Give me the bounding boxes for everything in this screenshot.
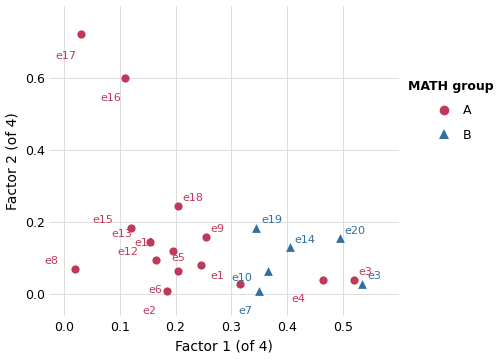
Point — [202, 234, 210, 239]
Point — [320, 277, 328, 283]
Text: e17: e17 — [55, 51, 76, 61]
Point — [174, 203, 182, 209]
Text: e3: e3 — [358, 267, 372, 277]
Text: e7: e7 — [238, 306, 252, 316]
Point — [127, 225, 135, 230]
Text: e3: e3 — [367, 271, 381, 281]
Text: e2: e2 — [142, 306, 156, 316]
Point — [122, 75, 130, 81]
Point — [174, 268, 182, 274]
Text: e18: e18 — [183, 193, 204, 203]
Text: e8: e8 — [44, 256, 59, 266]
Point — [264, 268, 272, 274]
Text: e19: e19 — [261, 215, 282, 225]
Point — [146, 239, 154, 245]
Point — [286, 244, 294, 250]
Text: e20: e20 — [344, 225, 366, 236]
Text: e16: e16 — [100, 93, 121, 103]
Point — [255, 288, 263, 294]
Text: e10: e10 — [231, 273, 252, 283]
Point — [76, 32, 84, 37]
Text: e12: e12 — [117, 247, 138, 257]
Text: e15: e15 — [92, 215, 113, 225]
Point — [168, 248, 176, 254]
Text: e13: e13 — [112, 229, 132, 239]
Legend: A, B: A, B — [408, 80, 494, 141]
Point — [196, 263, 204, 269]
Text: e5: e5 — [171, 253, 185, 262]
Point — [236, 281, 244, 286]
Point — [252, 225, 260, 230]
Y-axis label: Factor 2 (of 4): Factor 2 (of 4) — [6, 112, 20, 210]
Point — [350, 277, 358, 283]
Text: e14: e14 — [294, 234, 316, 244]
Text: e1: e1 — [210, 271, 224, 281]
Text: e6: e6 — [149, 285, 162, 295]
Point — [358, 281, 366, 286]
Point — [163, 288, 171, 294]
Text: e4: e4 — [292, 294, 306, 304]
Point — [152, 257, 160, 263]
Point — [336, 236, 344, 241]
Point — [71, 266, 79, 272]
Text: e9: e9 — [210, 224, 224, 234]
X-axis label: Factor 1 (of 4): Factor 1 (of 4) — [176, 340, 274, 354]
Text: e11: e11 — [134, 238, 155, 248]
